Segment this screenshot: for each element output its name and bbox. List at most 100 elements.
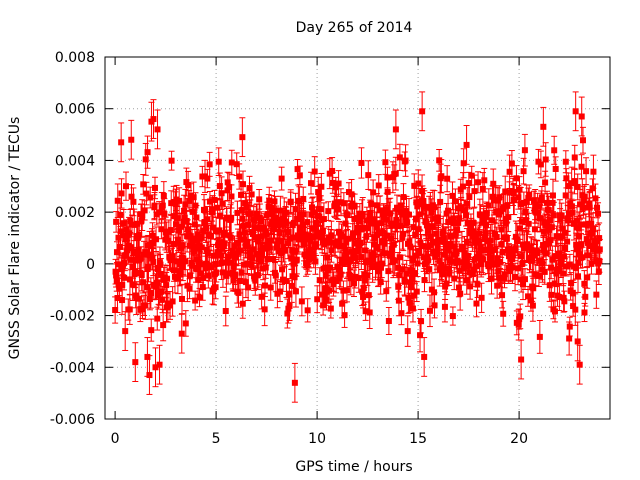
point-marker	[246, 249, 253, 256]
point-marker	[192, 297, 199, 304]
point-marker	[413, 288, 420, 295]
data-point	[122, 171, 129, 201]
point-marker	[398, 310, 405, 317]
point-marker	[317, 206, 324, 213]
point-marker	[327, 239, 334, 246]
data-point	[153, 226, 160, 253]
point-marker	[255, 238, 262, 245]
point-marker	[325, 208, 332, 215]
point-marker	[142, 156, 149, 163]
point-marker	[449, 192, 456, 199]
point-marker	[481, 177, 488, 184]
point-marker	[508, 252, 515, 259]
point-marker	[352, 255, 359, 262]
point-marker	[435, 218, 442, 225]
point-marker	[434, 242, 441, 249]
point-marker	[392, 170, 399, 177]
data-point	[468, 165, 475, 186]
point-marker	[123, 236, 130, 243]
point-marker	[466, 194, 473, 201]
data-point	[261, 292, 268, 327]
point-marker	[191, 248, 198, 255]
point-marker	[114, 197, 121, 204]
data-point	[144, 135, 151, 169]
point-marker	[455, 219, 462, 226]
point-marker	[203, 260, 210, 267]
point-marker	[112, 268, 119, 275]
point-marker	[319, 291, 326, 298]
point-marker	[373, 202, 380, 209]
point-marker	[198, 244, 205, 251]
data-point	[308, 171, 315, 195]
data-point	[228, 149, 235, 176]
point-marker	[313, 241, 320, 248]
point-marker	[483, 210, 490, 217]
data-point	[418, 308, 425, 334]
point-marker	[189, 238, 196, 245]
point-marker	[316, 195, 323, 202]
point-marker	[257, 233, 264, 240]
point-marker	[151, 184, 158, 191]
point-marker	[232, 254, 239, 261]
point-marker	[404, 219, 411, 226]
point-marker	[247, 210, 254, 217]
point-marker	[122, 183, 129, 190]
point-marker	[384, 232, 391, 239]
point-marker	[493, 234, 500, 241]
point-marker	[456, 267, 463, 274]
point-marker	[448, 258, 455, 265]
point-marker	[187, 272, 194, 279]
point-marker	[377, 207, 384, 214]
point-marker	[153, 236, 160, 243]
point-marker	[134, 220, 141, 227]
point-marker	[144, 149, 151, 156]
point-marker	[152, 283, 159, 290]
point-marker	[369, 220, 376, 227]
point-marker	[474, 281, 481, 288]
point-marker	[171, 213, 178, 220]
point-marker	[244, 260, 251, 267]
point-marker	[337, 271, 344, 278]
point-marker	[450, 215, 457, 222]
point-marker	[417, 239, 424, 246]
point-marker	[411, 182, 418, 189]
point-marker	[420, 198, 427, 205]
point-marker	[268, 237, 275, 244]
data-point	[449, 181, 456, 211]
point-marker	[225, 253, 232, 260]
point-marker	[320, 216, 327, 223]
data-point	[143, 181, 150, 206]
point-marker	[424, 227, 431, 234]
point-marker	[130, 198, 137, 205]
point-marker	[396, 272, 403, 279]
point-marker	[383, 206, 390, 213]
point-marker	[441, 303, 448, 310]
point-marker	[420, 254, 427, 261]
point-marker	[488, 248, 495, 255]
point-marker	[117, 228, 124, 235]
point-marker	[396, 154, 403, 161]
point-marker	[207, 232, 214, 239]
data-point	[178, 283, 185, 315]
point-marker	[359, 211, 366, 218]
point-marker	[319, 233, 326, 240]
point-marker	[114, 295, 121, 302]
point-marker	[335, 238, 342, 245]
point-marker	[512, 273, 519, 280]
data-point	[341, 302, 348, 328]
point-marker	[256, 196, 263, 203]
point-marker	[365, 292, 372, 299]
point-marker	[451, 275, 458, 282]
point-marker	[304, 307, 311, 314]
point-marker	[186, 242, 193, 249]
point-marker	[355, 275, 362, 282]
data-point	[473, 289, 480, 318]
point-marker	[201, 219, 208, 226]
point-marker	[221, 230, 228, 237]
point-marker	[368, 200, 375, 207]
point-marker	[288, 282, 295, 289]
point-marker	[482, 233, 489, 240]
point-marker	[298, 230, 305, 237]
point-marker	[431, 289, 438, 296]
data-point	[222, 295, 229, 327]
